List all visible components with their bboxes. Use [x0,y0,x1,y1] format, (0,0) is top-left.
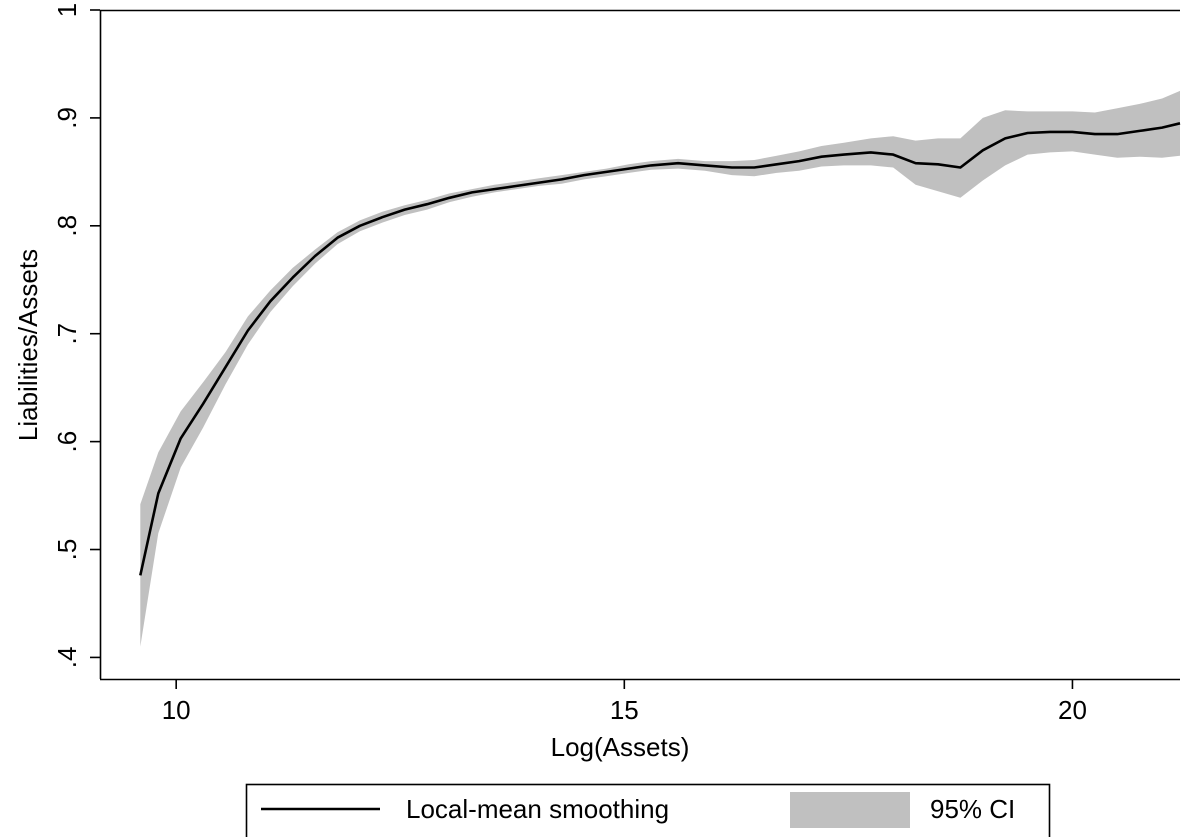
y-tick-label: .6 [52,431,82,453]
y-tick-label: .8 [52,215,82,237]
x-axis-title: Log(Assets) [551,732,690,762]
axes: 10 15 20 .4 .5 .6 .7 .8 .9 1 [52,3,1180,725]
y-ticks: .4 .5 .6 .7 .8 .9 1 [52,3,100,668]
plot-area [139,90,1181,647]
x-ticks: 10 15 20 [162,679,1087,725]
x-tick-label: 15 [610,695,639,725]
y-axis-title: Liabilities/Assets [13,249,43,441]
y-tick-label: 1 [52,3,82,17]
x-tick-label: 20 [1058,695,1087,725]
legend: Local-mean smoothing 95% CI [245,783,1051,837]
legend-label-ci: 95% CI [930,794,1015,824]
y-tick-label: .9 [52,107,82,129]
legend-box [245,783,1051,837]
ci-band-95 [140,90,1180,647]
y-tick-label: .5 [52,539,82,561]
y-tick-label: .4 [52,647,82,669]
y-tick-label: .7 [52,323,82,345]
smoothing-line [139,122,1181,576]
legend-label-smoothing: Local-mean smoothing [406,794,669,824]
legend-ci-swatch [790,792,910,828]
x-tick-label: 10 [162,695,191,725]
